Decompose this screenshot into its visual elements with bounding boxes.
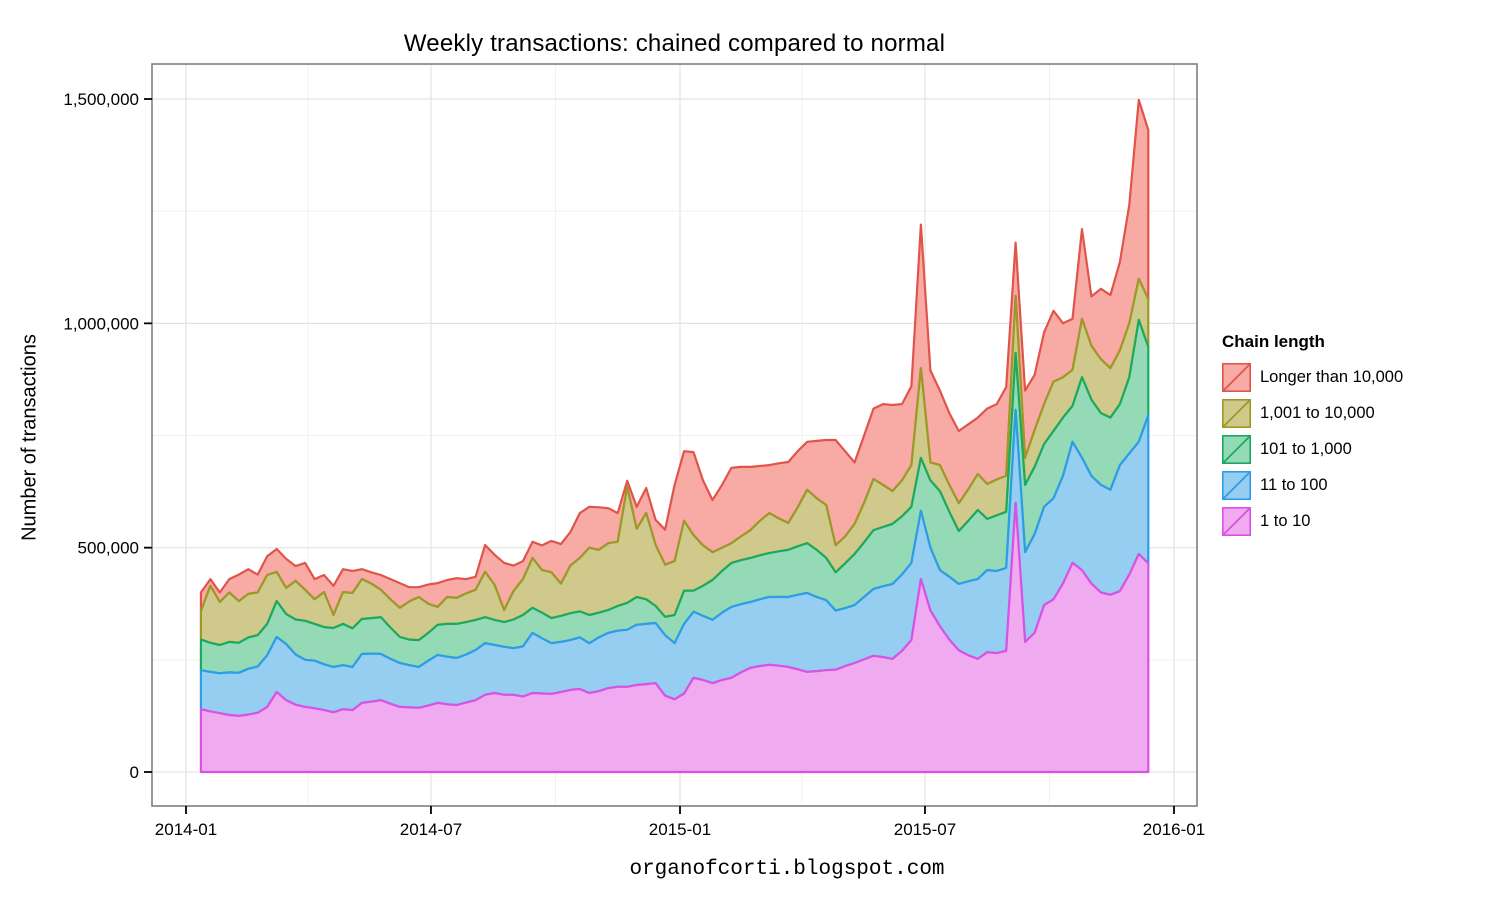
svg-text:2015-07: 2015-07 bbox=[894, 820, 956, 839]
svg-text:500,000: 500,000 bbox=[78, 539, 139, 558]
legend-item-longer-than-10000: Longer than 10,000 bbox=[1222, 362, 1403, 393]
area-swatch-icon bbox=[1222, 363, 1251, 392]
svg-text:2015-01: 2015-01 bbox=[649, 820, 711, 839]
area-swatch-icon bbox=[1222, 399, 1251, 428]
legend-item-11-to-100: 11 to 100 bbox=[1222, 470, 1403, 501]
caption-url: organofcorti.blogspot.com bbox=[629, 858, 945, 881]
chart-title: Weekly transactions: chained compared to… bbox=[403, 30, 946, 57]
svg-text:1,000,000: 1,000,000 bbox=[63, 314, 139, 333]
legend-item-label: Longer than 10,000 bbox=[1260, 368, 1404, 386]
area-swatch-icon bbox=[1222, 507, 1251, 536]
svg-text:1,500,000: 1,500,000 bbox=[63, 90, 139, 109]
legend-item-1-to-10: 1 to 10 bbox=[1222, 506, 1403, 537]
legend-item-label: 1,001 to 10,000 bbox=[1260, 404, 1375, 422]
legend: Chain length Longer than 10,000 1,001 to… bbox=[1222, 332, 1403, 542]
svg-text:2014-01: 2014-01 bbox=[155, 820, 217, 839]
legend-item-label: 11 to 100 bbox=[1260, 476, 1328, 494]
legend-title: Chain length bbox=[1222, 332, 1325, 351]
y-axis-title: Number of transactions bbox=[18, 334, 41, 541]
legend-item-label: 101 to 1,000 bbox=[1260, 440, 1352, 458]
legend-item-1001-to-10000: 1,001 to 10,000 bbox=[1222, 398, 1403, 429]
area-swatch-icon bbox=[1222, 471, 1251, 500]
legend-item-101-to-1000: 101 to 1,000 bbox=[1222, 434, 1403, 465]
svg-text:2014-07: 2014-07 bbox=[400, 820, 462, 839]
svg-text:0: 0 bbox=[130, 763, 139, 782]
legend-item-label: 1 to 10 bbox=[1260, 512, 1311, 530]
svg-text:2016-01: 2016-01 bbox=[1143, 820, 1205, 839]
area-swatch-icon bbox=[1222, 435, 1251, 464]
